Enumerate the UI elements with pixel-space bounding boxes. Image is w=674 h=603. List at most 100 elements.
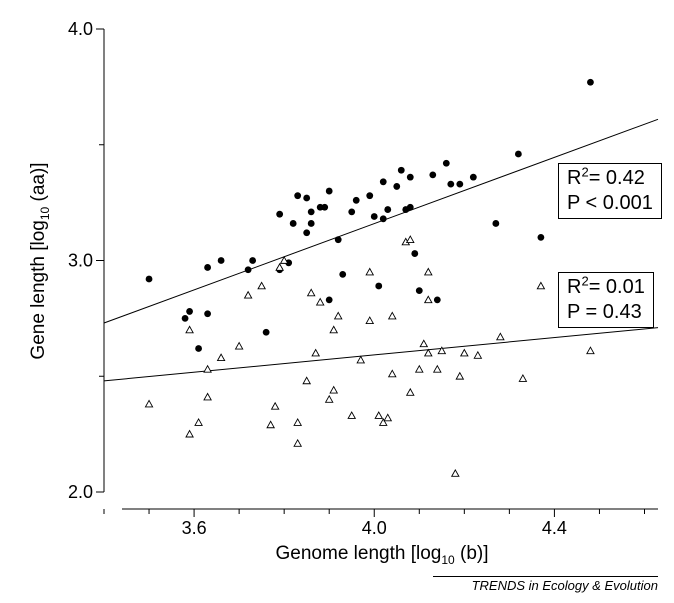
- filled-circle-point: [375, 282, 383, 290]
- filled-circle-point: [249, 257, 257, 264]
- x-tick-label: 4.4: [542, 518, 567, 538]
- open-triangle-point: [455, 371, 465, 380]
- annotation-upper: R2= 0.42 P < 0.001: [558, 163, 662, 219]
- open-triangle-point: [234, 341, 244, 350]
- open-triangle-point: [270, 401, 280, 410]
- filled-circle-point: [325, 187, 333, 195]
- filled-circle-point: [204, 264, 211, 271]
- open-triangle-point: [378, 418, 388, 426]
- data-points: [144, 78, 595, 477]
- source-credit: TRENDS in Ecology & Evolution: [471, 578, 658, 593]
- open-triangle-point: [405, 387, 415, 396]
- open-triangle-point: [423, 295, 433, 304]
- filled-circle-point: [204, 310, 211, 318]
- filled-circle-point: [442, 159, 450, 167]
- r-squared-text: R2= 0.01: [567, 273, 645, 298]
- open-triangle-point: [203, 364, 212, 373]
- filled-circle-point: [393, 183, 401, 190]
- open-triangle-point: [495, 332, 505, 341]
- open-triangle-point: [194, 418, 203, 426]
- filled-circle-point: [537, 233, 545, 241]
- open-triangle-point: [329, 325, 339, 334]
- filled-circle-point: [334, 236, 342, 244]
- open-triangle-point: [586, 346, 595, 355]
- annotation-lower: R2= 0.01 P = 0.43: [558, 272, 654, 328]
- filled-circle-point: [447, 180, 455, 188]
- filled-circle-point: [262, 328, 270, 336]
- open-triangle-point: [315, 297, 325, 306]
- filled-circle-point: [186, 308, 193, 315]
- open-triangle-point: [419, 339, 429, 348]
- open-triangle-point: [144, 399, 154, 408]
- filled-circle-point: [514, 150, 522, 158]
- open-triangle-point: [306, 288, 316, 297]
- open-triangle-point: [437, 346, 447, 355]
- open-triangle-point: [365, 316, 375, 325]
- open-triangle-point: [423, 348, 433, 357]
- open-triangle-point: [374, 411, 384, 419]
- open-triangle-point: [185, 325, 194, 334]
- filled-circle-point: [411, 250, 419, 257]
- open-triangle-point: [333, 311, 343, 320]
- y-tick-label: 3.0: [68, 251, 93, 271]
- filled-circle-point: [244, 266, 252, 274]
- y-tick-label: 4.0: [68, 19, 93, 39]
- filled-circle-point: [195, 345, 202, 352]
- filled-circle-point: [307, 208, 315, 216]
- filled-circle-point: [587, 78, 594, 86]
- filled-circle-point: [294, 192, 302, 200]
- open-triangle-point: [356, 355, 366, 364]
- filled-circle-point: [303, 194, 311, 202]
- filled-circle-point: [217, 257, 225, 264]
- filled-circle-point: [492, 220, 500, 227]
- filled-circle-point: [429, 171, 437, 179]
- filled-circle-point: [469, 173, 477, 181]
- open-triangle-point: [405, 235, 415, 243]
- open-triangle-point: [243, 290, 253, 299]
- open-triangle-point: [302, 376, 312, 385]
- open-triangle-point: [365, 267, 375, 276]
- filled-circle-point: [303, 229, 311, 237]
- open-triangle-point: [518, 374, 528, 382]
- open-triangle-point: [383, 413, 393, 422]
- x-tick-label: 4.0: [362, 518, 387, 538]
- open-triangle-point: [329, 385, 339, 394]
- filled-circle-point: [406, 203, 414, 211]
- filled-circle-point: [289, 220, 297, 227]
- filled-circle-point: [366, 192, 374, 200]
- filled-circle-point: [352, 196, 360, 204]
- filled-circle-point: [321, 203, 329, 211]
- regression-lines: [103, 118, 659, 382]
- filled-circle-point: [406, 173, 414, 181]
- open-triangle-point: [216, 353, 226, 362]
- footer-rule: [433, 576, 658, 577]
- filled-circle-point: [370, 213, 378, 220]
- r-squared-text: R2= 0.42: [567, 164, 645, 189]
- open-triangle-point: [459, 348, 469, 357]
- filled-circle-point: [325, 296, 333, 304]
- x-tick-label: 3.6: [182, 518, 207, 538]
- p-value-text: P = 0.43: [567, 301, 642, 323]
- filled-circle-point: [384, 206, 392, 213]
- open-triangle-point: [275, 262, 285, 271]
- filled-circle-point: [276, 210, 284, 218]
- filled-circle-point: [181, 314, 189, 322]
- filled-circle-point: [307, 220, 315, 227]
- open-triangle-point: [203, 392, 212, 401]
- filled-circle-point: [379, 215, 387, 223]
- y-tick-label: 2.0: [68, 482, 93, 502]
- filled-circle-point: [339, 270, 347, 278]
- axes: [96, 28, 658, 517]
- x-axis-label: Genome length [log10 (b)]: [275, 543, 489, 567]
- regression-line: [103, 327, 659, 382]
- filled-circle-point: [433, 296, 441, 304]
- filled-circle-point: [415, 287, 423, 294]
- open-triangle-point: [423, 267, 433, 276]
- open-triangle-point: [450, 468, 460, 477]
- y-axis-label: Gene length [log10 (aa)]: [28, 162, 52, 360]
- open-triangle-point: [311, 348, 321, 357]
- open-triangle-point: [387, 369, 397, 378]
- open-triangle-point: [536, 281, 546, 290]
- open-triangle-point: [293, 418, 303, 426]
